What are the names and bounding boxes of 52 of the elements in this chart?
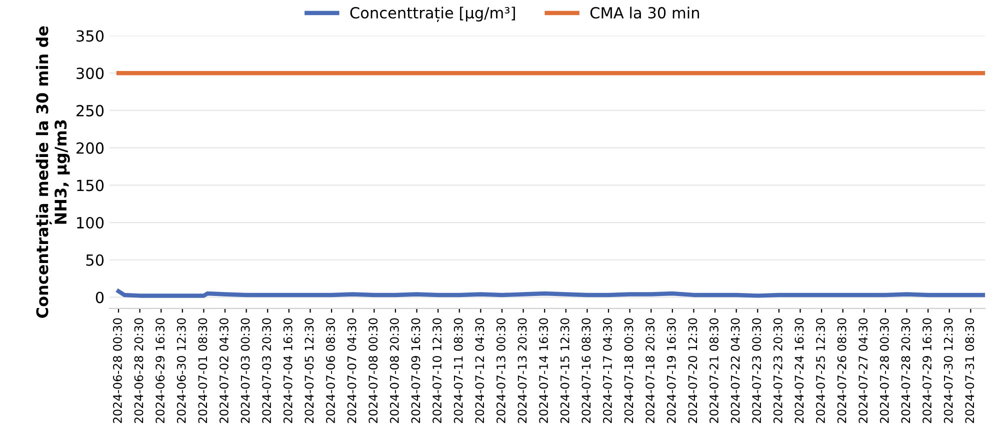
- x-tick-label: 2024-07-09 16:30: [411, 318, 420, 423]
- x-tick-label: 2024-07-10 12:30: [432, 318, 442, 423]
- x-tick-label: 2024-07-13 20:30: [518, 318, 527, 423]
- y-tick-label: 300: [76, 68, 104, 80]
- x-tick-label: 2024-07-27 04:30: [858, 318, 868, 423]
- x-tick-label: 2024-07-13 00:30: [496, 318, 506, 423]
- x-tick-label: 2024-07-28 00:30: [880, 318, 889, 423]
- y-tick-label: 350: [76, 30, 104, 42]
- x-tick-label: 2024-07-11 08:30: [454, 318, 463, 423]
- x-tick-label: 2024-07-16 08:30: [582, 318, 591, 423]
- x-tick-label: 2024-06-28 20:30: [134, 318, 144, 423]
- y-tick-label: 200: [76, 142, 104, 154]
- x-tick-label: 2024-07-23 20:30: [773, 318, 782, 423]
- x-tick-label: 2024-07-22 04:30: [730, 318, 740, 423]
- x-tick-label: 2024-07-26 08:30: [837, 318, 846, 423]
- x-tick-label: 2024-07-08 00:30: [368, 318, 378, 423]
- y-axis-title: Concentrația medie la 30 min de NH3, µg/m3: [36, 26, 70, 318]
- x-tick-label: 2024-07-04 16:30: [283, 318, 292, 423]
- x-tick-label: 2024-07-14 16:30: [539, 318, 548, 423]
- x-tick-label: 2024-07-06 08:30: [326, 318, 335, 423]
- x-tick-label: 2024-07-29 16:30: [922, 318, 932, 423]
- x-tick-label: 2024-07-17 04:30: [602, 318, 612, 423]
- x-tick-label: 2024-07-25 12:30: [816, 318, 825, 423]
- x-tick-label: 2024-06-30 12:30: [176, 318, 186, 423]
- x-tick-label: 2024-06-28 00:30: [113, 318, 122, 423]
- x-tick-label: 2024-07-23 00:30: [752, 318, 762, 423]
- legend-label: Concenttrație [µg/m³]: [350, 6, 515, 22]
- x-tick-label: 2024-07-18 20:30: [646, 318, 655, 423]
- x-tick-label: 2024-07-02 04:30: [220, 318, 228, 423]
- x-tick-label: 2024-07-03 00:30: [240, 318, 250, 423]
- x-tick-label: 2024-07-07 04:30: [347, 318, 356, 423]
- x-tick-label: 2024-07-21 08:30: [710, 318, 718, 423]
- y-tick-label: 150: [77, 180, 104, 192]
- x-tick-label: 2024-07-24 16:30: [794, 318, 804, 423]
- x-tick-label: 2024-07-05 12:30: [304, 318, 314, 423]
- x-tick-label: 2024-07-28 20:30: [901, 318, 910, 423]
- y-tick-label: 50: [86, 254, 104, 266]
- x-tick-label: 2024-07-20 12:30: [688, 318, 698, 423]
- x-tick-label: 2024-06-29 16:30: [156, 318, 165, 423]
- x-tick-label: 2024-07-31 08:30: [965, 318, 974, 423]
- x-tick-label: 2024-07-18 00:30: [624, 318, 634, 423]
- x-tick-label: 2024-07-15 12:30: [560, 318, 570, 423]
- x-tick-label: 2024-07-03 20:30: [262, 318, 272, 423]
- y-tick-label: 100: [77, 216, 104, 229]
- x-tick-label: 2024-07-30 12:30: [944, 318, 953, 423]
- x-tick-label: 2024-07-12 04:30: [475, 318, 484, 423]
- y-tick-label: 250: [76, 104, 104, 116]
- y-tick-label: 0: [96, 292, 104, 304]
- x-tick-label: 2024-07-01 08:30: [198, 318, 208, 423]
- x-tick-label: 2024-07-08 20:30: [390, 318, 399, 423]
- x-tick-label: 2024-07-19 16:30: [666, 318, 676, 423]
- legend-label: CMA la 30 min: [590, 6, 699, 19]
